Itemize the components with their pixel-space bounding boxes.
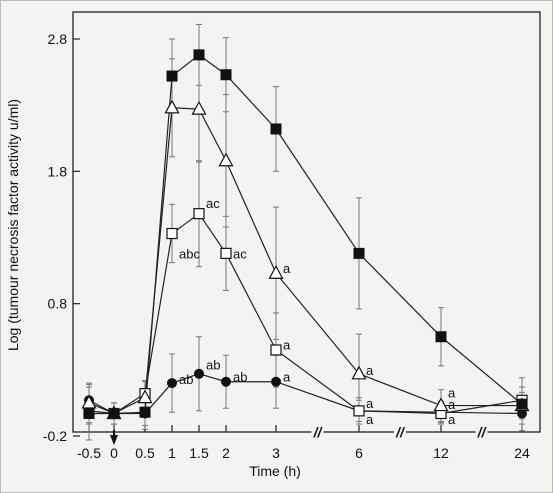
data-point-filled-square: [83, 408, 95, 420]
annotation-label: ab: [233, 369, 247, 384]
series-line-filled-circle: [88, 373, 523, 415]
y-tick-label: 2.8: [48, 31, 68, 47]
annotation-label: a: [366, 396, 374, 411]
annotation-label: ab: [206, 358, 220, 373]
x-tick-label: 0.5: [135, 445, 155, 461]
y-tick-label: 0.8: [48, 296, 68, 312]
data-point-open-triangle: [191, 100, 207, 115]
data-point-open-triangle: [137, 389, 153, 404]
data-point-filled-square: [270, 123, 282, 135]
annotation-label: a: [448, 397, 456, 412]
data-point-open-triangle: [218, 152, 234, 167]
y-tick-label: -0.2: [43, 428, 67, 444]
annotation-label: ac: [233, 246, 247, 261]
axes-frame: [72, 11, 541, 433]
plot-area: -0.2 0.8 1.8 2.8 -0.5 0 0.5 1 1.5 2 3 6 12 24 // // // ab…: [43, 11, 541, 461]
data-point-filled-circle: [167, 378, 177, 389]
annotation-label: a: [283, 338, 291, 353]
data-point-open-triangle: [433, 397, 449, 412]
axis-break: //: [477, 424, 488, 440]
x-tick-label: 2: [222, 445, 230, 461]
data-point-filled-square: [166, 70, 178, 82]
data-point-filled-square: [353, 247, 365, 259]
data-point-open-triangle: [268, 264, 284, 279]
y-tick-label: 1.8: [48, 163, 68, 179]
annotation-label: abc: [179, 246, 200, 261]
data-point-filled-circle: [271, 376, 281, 387]
annotation-label: a: [366, 363, 374, 378]
data-point-open-triangle: [164, 99, 180, 114]
data-point-filled-square: [108, 408, 120, 420]
data-point-open-square: [353, 405, 365, 417]
x-tick-label: 12: [433, 445, 449, 461]
data-point-open-square: [193, 208, 205, 220]
axis-break: //: [395, 424, 406, 440]
annotation-label: a: [448, 385, 456, 400]
axis-break-gap: [394, 428, 406, 436]
annotation-label: ab: [179, 372, 193, 387]
data-point-filled-circle: [221, 376, 231, 387]
data-point-filled-square: [193, 49, 205, 61]
dose-arrow-head: [110, 435, 118, 445]
x-tick-label: 1.5: [189, 445, 209, 461]
data-point-open-triangle: [351, 365, 367, 380]
data-point-filled-square: [220, 69, 232, 81]
annotation-label: a: [283, 369, 291, 384]
annotation-label: a: [366, 412, 374, 427]
x-tick-label: 6: [355, 445, 363, 461]
axis-break: //: [313, 424, 324, 440]
x-axis-label: Time (h): [249, 463, 301, 479]
x-tick-label: 3: [272, 445, 280, 461]
x-tick-label: 1: [168, 445, 176, 461]
series-line-filled-square: [89, 54, 523, 415]
x-tick-label: -0.5: [77, 445, 101, 461]
x-tick-label: 0: [110, 445, 118, 461]
series-line-open-triangle: [88, 107, 522, 415]
series-line-open-square: [88, 212, 523, 415]
data-point-filled-circle: [194, 368, 204, 379]
data-point-filled-square: [516, 398, 528, 410]
data-point-open-square: [220, 247, 232, 259]
axis-break-gap: [311, 428, 324, 436]
data-point-open-triangle: [81, 394, 97, 409]
data-point-filled-square: [435, 331, 447, 343]
annotation-label: a: [283, 261, 291, 276]
annotation-label: a: [448, 412, 456, 427]
data-point-open-square: [166, 227, 178, 240]
annotation-label: ac: [206, 196, 220, 211]
axis-break-gap: [475, 428, 488, 436]
data-point-filled-square: [139, 406, 151, 418]
data-point-open-square: [270, 344, 282, 356]
x-tick-label: 24: [514, 445, 530, 461]
y-axis-label: Log (tumour necrosis factor activity u/m…: [5, 99, 21, 351]
